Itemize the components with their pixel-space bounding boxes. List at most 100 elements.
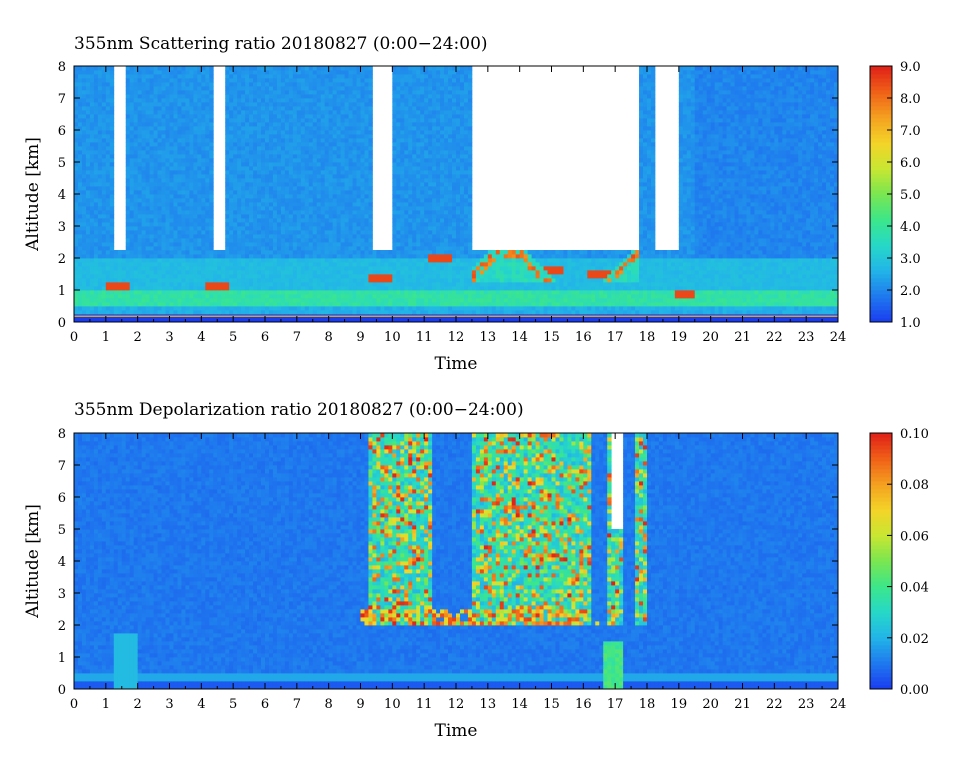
heatmap-cell <box>209 82 214 87</box>
heatmap-cell <box>85 214 91 219</box>
heatmap-cell <box>352 206 357 211</box>
heatmap-cell <box>249 202 254 207</box>
heatmap-cell <box>265 94 270 99</box>
heatmap-cell <box>93 150 99 155</box>
heatmap-cell <box>336 270 342 275</box>
heatmap-cell <box>197 86 202 91</box>
heatmap-cell <box>412 106 417 111</box>
heatmap-cell <box>276 242 282 247</box>
heatmap-cell <box>320 98 326 103</box>
heatmap-cell <box>332 298 338 303</box>
heatmap-cell <box>74 306 79 311</box>
heatmap-cell <box>85 74 91 79</box>
heatmap-cell <box>412 162 417 167</box>
heatmap-cell <box>149 94 154 99</box>
heatmap-cell <box>85 310 91 315</box>
heatmap-cell <box>268 158 274 163</box>
heatmap-cell <box>320 126 326 131</box>
heatmap-cell <box>308 318 314 323</box>
heatmap-cell <box>177 114 182 119</box>
heatmap-cell <box>129 298 135 303</box>
heatmap-cell <box>181 66 186 71</box>
heatmap-cell <box>284 298 290 303</box>
heatmap-cell <box>257 214 262 219</box>
heatmap-cell <box>185 310 190 315</box>
heatmap-cell <box>396 230 401 235</box>
heatmap-cell <box>412 302 417 307</box>
heatmap-cell <box>133 142 139 147</box>
heatmap-cell <box>101 74 107 79</box>
heatmap-cell <box>265 150 270 155</box>
heatmap-cell <box>308 210 314 215</box>
heatmap-cell <box>368 178 373 183</box>
heatmap-cell <box>300 242 306 247</box>
heatmap-cell <box>249 286 254 291</box>
heatmap-cell <box>197 202 202 207</box>
heatmap-cell <box>105 126 111 131</box>
heatmap-cell <box>368 70 373 75</box>
heatmap-cell <box>125 274 131 279</box>
heatmap-cell <box>169 230 174 235</box>
heatmap-cell <box>332 274 338 279</box>
heatmap-cell <box>261 206 266 211</box>
heatmap-cell <box>368 94 373 99</box>
heatmap-cell <box>324 294 330 299</box>
heatmap-cell <box>292 298 298 303</box>
heatmap-cell <box>308 182 314 187</box>
heatmap-cell <box>332 318 338 323</box>
heatmap-cell <box>253 274 258 279</box>
heatmap-cell <box>81 66 87 71</box>
heatmap-cell <box>201 238 206 243</box>
heatmap-cell <box>93 270 99 275</box>
heatmap-cell <box>404 110 409 115</box>
heatmap-cell <box>125 150 131 155</box>
heatmap-cell <box>268 270 274 275</box>
heatmap-cell <box>408 318 413 323</box>
heatmap-cell <box>221 282 226 287</box>
heatmap-cell <box>245 186 250 191</box>
heatmap-cell <box>392 186 397 191</box>
heatmap-cell <box>105 210 111 215</box>
heatmap-cell <box>129 254 135 259</box>
heatmap-cell <box>85 130 91 135</box>
heatmap-cell <box>412 198 417 203</box>
heatmap-cell <box>129 282 135 287</box>
heatmap-cell <box>185 154 190 159</box>
heatmap-cell <box>201 198 206 203</box>
heatmap-cell <box>300 270 306 275</box>
heatmap-cell <box>348 250 353 255</box>
heatmap-cell <box>332 226 338 231</box>
heatmap-cell <box>181 286 186 291</box>
heatmap-cell <box>340 234 345 239</box>
heatmap-cell <box>121 278 127 283</box>
heatmap-cell <box>265 222 270 227</box>
heatmap-cell <box>209 174 214 179</box>
heatmap-cell <box>141 282 147 287</box>
heatmap-cell <box>205 74 210 79</box>
heatmap-cell <box>177 78 182 83</box>
heatmap-cell <box>245 274 250 279</box>
heatmap-cell <box>209 246 214 251</box>
heatmap-cell <box>145 318 151 323</box>
heatmap-cell <box>125 78 131 83</box>
heatmap-cell <box>332 66 338 71</box>
heatmap-cell <box>241 70 246 75</box>
heatmap-cell <box>249 274 254 279</box>
heatmap-cell <box>237 290 242 295</box>
heatmap-cell <box>360 66 365 71</box>
heatmap-cell <box>129 154 135 159</box>
heatmap-cell <box>169 190 174 195</box>
heatmap-cell <box>300 246 306 251</box>
heatmap-cell <box>308 246 314 251</box>
heatmap-cell <box>300 198 306 203</box>
heatmap-cell <box>109 270 115 275</box>
heatmap-cell <box>268 310 274 315</box>
heatmap-cell <box>360 114 365 119</box>
heatmap-cell <box>300 298 306 303</box>
heatmap-cell <box>392 114 397 119</box>
heatmap-cell <box>265 234 270 239</box>
heatmap-cell <box>261 250 266 255</box>
heatmap-cell <box>165 138 170 143</box>
heatmap-cell <box>153 318 158 323</box>
heatmap-cell <box>344 70 349 75</box>
